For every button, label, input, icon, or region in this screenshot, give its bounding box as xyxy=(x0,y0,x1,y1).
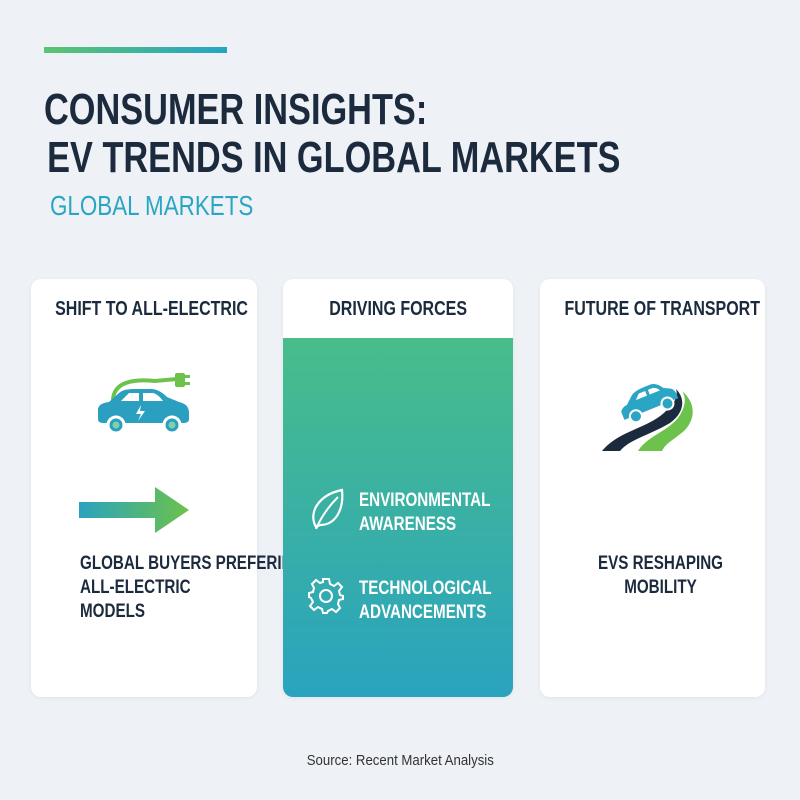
text-line: AWARENESS xyxy=(359,514,457,535)
subtitle: GLOBAL MARKETS xyxy=(50,190,254,221)
text-line: ADVANCEMENTS xyxy=(359,602,487,623)
card-heading: FUTURE OF TRANSPORT xyxy=(564,298,760,320)
card-body-text: EVS RESHAPING MOBILITY xyxy=(598,552,723,600)
title-line-1: CONSUMER INSIGHTS: xyxy=(44,85,428,134)
car-on-road-icon xyxy=(602,384,693,451)
arrow-right-icon xyxy=(79,487,189,533)
text-line: ENVIRONMENTAL xyxy=(359,490,491,511)
text-line: TECHNOLOGICAL xyxy=(359,578,492,599)
text-line: ALL-ELECTRIC xyxy=(80,577,191,598)
page-title: CONSUMER INSIGHTS: EV TRENDS IN GLOBAL M… xyxy=(44,86,620,182)
source-note: Source: Recent Market Analysis xyxy=(306,752,494,769)
card-future-of-transport: FUTURE OF TRANSPORT EVS RESHAPING MOBILI… xyxy=(540,279,765,697)
text-line: MOBILITY xyxy=(624,577,697,598)
text-line: EVS RESHAPING xyxy=(598,553,724,574)
gear-icon xyxy=(308,578,344,614)
card-driving-forces: DRIVING FORCES ENVIRONMENTAL AWARENESS T… xyxy=(283,279,513,697)
text-line: GLOBAL BUYERS PREFERING xyxy=(80,553,305,574)
card-body-text: GLOBAL BUYERS PREFERING ALL-ELECTRIC MOD… xyxy=(80,552,304,624)
accent-bar xyxy=(44,47,227,53)
card-heading: SHIFT TO ALL-ELECTRIC xyxy=(55,298,248,320)
card-shift-to-all-electric: SHIFT TO ALL-ELECTRIC GLOBAL BUYERS PREF… xyxy=(31,279,304,697)
title-line-2: EV TRENDS IN GLOBAL MARKETS xyxy=(47,133,621,182)
card-heading: DRIVING FORCES xyxy=(329,298,467,320)
leaf-icon xyxy=(312,488,344,530)
driving-force-item: TECHNOLOGICAL ADVANCEMENTS xyxy=(359,577,492,625)
text-line: MODELS xyxy=(80,601,146,622)
electric-car-plug-icon xyxy=(98,373,190,435)
driving-force-item: ENVIRONMENTAL AWARENESS xyxy=(359,489,490,537)
